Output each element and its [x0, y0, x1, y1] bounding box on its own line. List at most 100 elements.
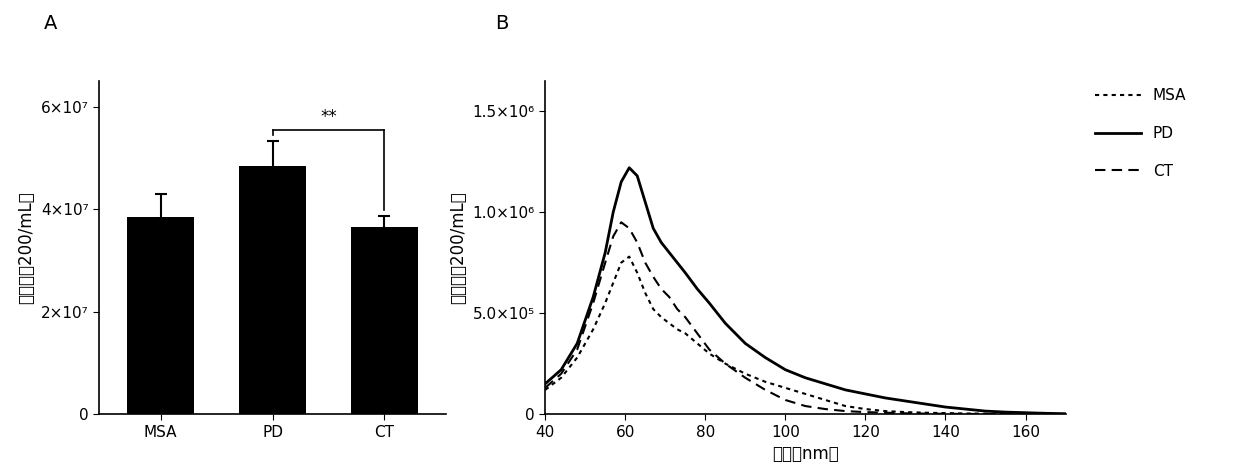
PD [798, 375, 813, 381]
MSA [613, 260, 628, 266]
CT [918, 411, 933, 416]
Text: B: B [496, 14, 509, 33]
PD [838, 387, 852, 393]
PD [958, 406, 973, 412]
MSA [690, 341, 705, 347]
CT [629, 239, 644, 245]
PD [999, 409, 1014, 415]
CT [758, 387, 773, 393]
MSA [918, 410, 933, 416]
MSA [570, 355, 585, 360]
PD [670, 260, 685, 266]
Text: A: A [43, 14, 57, 33]
CT [958, 411, 973, 417]
CT [678, 314, 693, 320]
PD [690, 286, 705, 292]
CT [538, 385, 553, 391]
CT [738, 375, 753, 381]
Bar [239, 166, 306, 414]
CT [938, 411, 953, 416]
PD [638, 199, 653, 205]
MSA [738, 371, 753, 377]
PD [646, 226, 660, 231]
MSA [838, 403, 852, 409]
MSA [701, 351, 716, 357]
Text: **: ** [320, 108, 337, 126]
PD [554, 367, 569, 373]
MSA [717, 361, 732, 367]
PD [586, 294, 601, 300]
PD [978, 408, 992, 414]
MSA [1058, 411, 1073, 417]
MSA [622, 254, 637, 259]
MSA [554, 375, 569, 381]
PD [597, 250, 612, 256]
MSA [999, 411, 1014, 416]
CT [638, 260, 653, 266]
CT [701, 347, 716, 352]
PD [654, 239, 669, 245]
MSA [670, 327, 685, 332]
PD [701, 300, 716, 306]
CT [878, 410, 893, 416]
PD [570, 341, 585, 347]
MSA [857, 406, 872, 412]
PD [918, 401, 933, 407]
Y-axis label: 粒子数（200/mL）: 粒子数（200/mL） [449, 191, 467, 304]
MSA [758, 379, 773, 385]
PD [938, 404, 953, 410]
Bar [128, 217, 195, 414]
PD [629, 173, 644, 178]
MSA [638, 290, 653, 296]
PD [606, 209, 621, 215]
CT [798, 403, 813, 409]
MSA [1038, 411, 1053, 417]
PD [678, 270, 693, 276]
MSA [654, 314, 669, 320]
CT [586, 300, 601, 306]
CT [646, 274, 660, 280]
PD [1058, 411, 1073, 416]
PD [738, 341, 753, 347]
CT [978, 411, 992, 417]
CT [717, 361, 732, 367]
MSA [678, 330, 693, 336]
MSA [878, 408, 893, 414]
CT [1018, 411, 1033, 417]
MSA [662, 320, 676, 326]
Bar [351, 227, 418, 414]
PD [778, 367, 793, 373]
MSA [538, 387, 553, 393]
CT [1058, 411, 1073, 417]
CT [670, 306, 685, 312]
PD [717, 320, 732, 326]
MSA [938, 410, 953, 416]
MSA [586, 327, 601, 332]
Line: CT: CT [545, 222, 1066, 414]
CT [570, 347, 585, 352]
CT [857, 409, 872, 415]
PD [818, 381, 833, 387]
MSA [818, 397, 833, 403]
MSA [1018, 411, 1033, 417]
Line: PD: PD [545, 168, 1066, 414]
CT [898, 410, 913, 416]
MSA [778, 385, 793, 391]
MSA [606, 280, 621, 286]
PD [878, 395, 893, 401]
CT [606, 234, 621, 239]
PD [1018, 410, 1033, 416]
PD [1038, 410, 1053, 416]
CT [690, 330, 705, 336]
PD [613, 179, 628, 185]
MSA [798, 391, 813, 397]
MSA [629, 270, 644, 276]
MSA [978, 411, 992, 416]
PD [758, 355, 773, 360]
CT [597, 260, 612, 266]
CT [999, 411, 1014, 417]
PD [857, 391, 872, 397]
CT [838, 408, 852, 414]
CT [654, 286, 669, 292]
CT [818, 406, 833, 412]
